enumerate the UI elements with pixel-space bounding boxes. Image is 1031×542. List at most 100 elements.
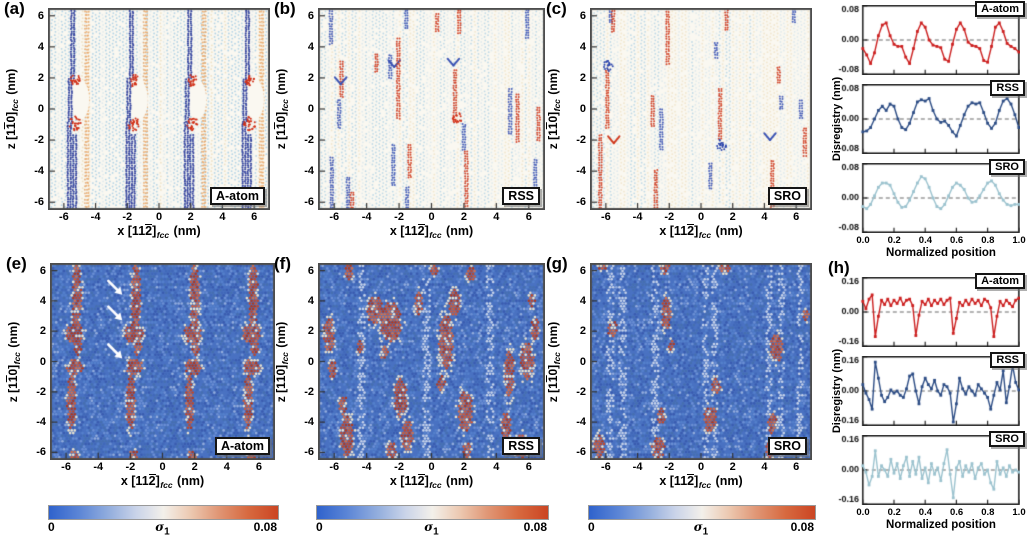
tick-label: -4: [576, 165, 586, 178]
colorbar-title: σ1: [694, 520, 708, 537]
chart-canvas-d-sro: [828, 163, 1020, 233]
tick-label: -4: [304, 165, 314, 178]
tick-label: 4: [579, 40, 586, 53]
tick-label: 4: [219, 211, 226, 223]
overbar-digit: 1: [546, 375, 560, 382]
panel-letter-f: (f): [274, 254, 291, 273]
xlabel-text: ]: [424, 224, 429, 238]
tick-label: -2: [304, 134, 314, 147]
tick-label: -2: [125, 461, 136, 473]
tick-label: 6: [579, 264, 586, 277]
tick-label: -4: [34, 165, 44, 178]
tick-label: 4: [493, 211, 500, 223]
x-tick-labels: 0.0 0.2 0.4 0.6 0.8 1.0: [856, 235, 1025, 247]
colorbar: [588, 505, 816, 520]
ylabel-text: z [1: [546, 129, 560, 150]
legend-box-sro: SRO: [767, 437, 807, 455]
subscript-fcc: fcc: [10, 99, 20, 112]
xlabel-text: ]: [155, 474, 160, 488]
ylabel-text: 0]: [546, 364, 560, 376]
xlabel-text: x [11: [389, 224, 418, 238]
ylabel-unit: (nm): [546, 68, 560, 99]
y-tick-labels: 6 4 2 0 -2 -4 -6: [295, 8, 316, 210]
tick-label: -2: [394, 461, 404, 473]
tick-label: 6: [525, 461, 532, 473]
y-axis-label: z [110]fcc (nm): [546, 68, 562, 150]
panel-d: (d) A-atom RSS SRO 0.00.20.40.60.81.0 No…: [828, 0, 1031, 259]
xlabel-text: ]: [694, 224, 699, 238]
y-axis-label: z [110]fcc (nm): [274, 321, 290, 402]
tick-label: 6: [793, 461, 800, 473]
ylabel-text: z [1: [274, 381, 288, 402]
subscript-fcc: fcc: [160, 480, 173, 490]
y-axis-label: z [110]fcc (nm): [546, 321, 562, 402]
legend-box-a-atom: A-atom: [975, 273, 1025, 289]
tick-label: 6: [307, 9, 314, 22]
tick-label: 4: [493, 461, 500, 473]
colorbar-labels: 0 σ1 0.08: [588, 520, 814, 537]
overbar-digit: 2: [687, 474, 695, 488]
tick-label: 0: [428, 461, 435, 473]
panel-letter-g: (g): [546, 254, 568, 273]
tick-label: 0: [155, 211, 163, 223]
colorbar-min: 0: [316, 520, 323, 534]
tick-label: -4: [93, 461, 104, 473]
subscript-fcc: fcc: [698, 480, 712, 490]
tick-label: 0.0: [856, 235, 870, 246]
x-axis-label: x [112]fcc (nm): [48, 224, 270, 240]
tick-label: 0: [307, 355, 314, 368]
overbar-digit: 1: [274, 122, 288, 130]
tick-label: -6: [34, 196, 44, 209]
tick-label: -4: [36, 416, 46, 429]
legend-box-sro: SRO: [767, 187, 807, 205]
colorbar-labels: 0 σ1 0.08: [316, 520, 547, 537]
tick-label: 0.2: [887, 507, 901, 518]
map-canvas-g: [590, 263, 812, 460]
tick-label: -6: [61, 461, 71, 473]
tick-label: 4: [307, 40, 314, 53]
colorbar: [48, 505, 279, 520]
tick-label: 0: [697, 461, 705, 473]
colorbar-max: 0.08: [790, 520, 814, 534]
panel-f: (f) 6 4 2 0 -2 -4 -6 -6 -4 -2 0 2 4 6 z [110]fcc (nm…: [274, 254, 549, 537]
tick-label: -2: [576, 385, 586, 398]
tick-label: 6: [793, 211, 800, 223]
y-axis-label: z [110]fcc (nm): [4, 69, 20, 149]
tick-label: 2: [460, 211, 467, 223]
x-tick-labels: 0.0 0.2 0.4 0.6 0.8 1.0: [856, 507, 1025, 519]
overbar-digit: 1: [6, 375, 20, 382]
legend-box-a-atom: A-atom: [214, 437, 270, 455]
tick-label: -6: [304, 196, 314, 209]
tick-label: -4: [361, 461, 372, 473]
panel-h: (h) A-atom RSS SRO 0.0 0.2 0.4 0.6 0.8 1.0 No…: [828, 256, 1031, 542]
tick-label: -2: [664, 211, 675, 223]
tick-label: 1.0: [1012, 507, 1026, 518]
subscript-fcc: fcc: [280, 99, 290, 112]
ylabel-text: 0]: [546, 111, 560, 123]
tick-label: 2: [37, 71, 44, 84]
tick-label: 0: [159, 461, 166, 473]
tick-label: -6: [58, 211, 69, 223]
subscript-fcc: fcc: [12, 351, 22, 364]
tick-label: -2: [36, 385, 46, 398]
overbar-digit: 1: [4, 122, 18, 130]
map-canvas-a: [48, 8, 270, 210]
tick-label: 0.8: [981, 507, 995, 518]
x-axis-label: x [112]fcc (nm): [590, 474, 812, 490]
ylabel-text: 0]: [274, 111, 288, 123]
legend-box-sro: SRO: [989, 159, 1025, 175]
tick-label: 6: [307, 264, 314, 277]
tick-label: -6: [304, 446, 314, 459]
tick-label: 2: [579, 71, 586, 84]
legend-box-rss: RSS: [990, 80, 1025, 96]
subscript-fcc: fcc: [156, 230, 170, 240]
x-tick-labels: -6 -4 -2 0 2 4 6: [590, 461, 812, 474]
overbar-digit: 2: [417, 474, 425, 488]
tick-label: 0: [428, 211, 435, 223]
panel-letter-b: (b): [274, 0, 296, 18]
xlabel-unit: (nm): [712, 224, 743, 238]
tick-label: -6: [36, 446, 46, 459]
xlabel-text: x [11: [659, 474, 688, 488]
colorbar-title: σ1: [424, 520, 438, 537]
panel-letter-h: (h): [828, 258, 850, 277]
